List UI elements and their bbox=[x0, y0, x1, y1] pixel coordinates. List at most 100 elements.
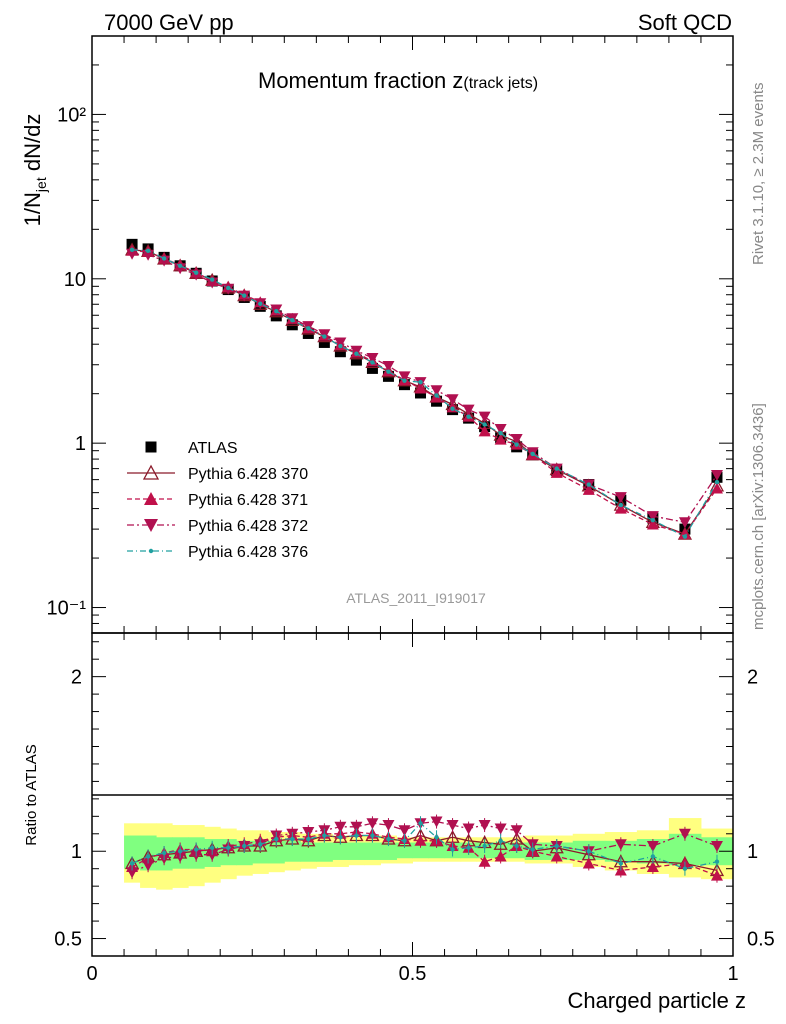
main-y-axis-label: 1/Njet dN/dz bbox=[20, 114, 49, 227]
data-marker bbox=[714, 859, 720, 864]
analysis-id-label: ATLAS_2011_I919017 bbox=[346, 590, 486, 606]
main-series-group bbox=[124, 238, 725, 540]
ratio-series-3 bbox=[129, 816, 720, 876]
uncertainty-band-green bbox=[380, 842, 397, 860]
data-marker bbox=[514, 442, 519, 447]
legend: ATLAS Pythia 6.428 370 Pythia 6.428 371 Pyt… bbox=[127, 440, 308, 561]
data-marker bbox=[382, 820, 395, 832]
data-marker bbox=[650, 517, 656, 523]
main-y-axis-ticks: 10⁻¹ 1 10 10² bbox=[47, 35, 734, 634]
legend-label: Pythia 6.428 370 bbox=[188, 466, 308, 483]
data-marker bbox=[161, 850, 167, 856]
ratio-y-tick-label-right: 2 bbox=[747, 667, 758, 689]
data-marker bbox=[258, 301, 263, 306]
data-marker bbox=[350, 821, 363, 833]
ratio-y-tick-label: 1 bbox=[71, 841, 82, 863]
data-marker bbox=[478, 820, 491, 832]
uncertainty-band-green bbox=[428, 842, 446, 859]
data-marker bbox=[174, 263, 187, 275]
data-marker bbox=[366, 818, 379, 830]
data-marker bbox=[646, 841, 659, 853]
data-marker bbox=[466, 845, 471, 850]
data-marker bbox=[434, 393, 439, 398]
data-marker bbox=[682, 866, 688, 871]
legend-label: Pythia 6.428 371 bbox=[188, 492, 308, 509]
series-line bbox=[132, 249, 718, 538]
data-marker bbox=[478, 411, 491, 423]
data-marker bbox=[678, 517, 691, 529]
data-marker bbox=[274, 309, 279, 314]
data-marker bbox=[550, 850, 563, 862]
ratio-y-tick-label: 0.5 bbox=[54, 929, 82, 951]
data-marker bbox=[582, 857, 595, 869]
x-tick-label: 0 bbox=[86, 963, 97, 985]
data-marker bbox=[682, 534, 688, 539]
ratio-y-tick-label: 2 bbox=[71, 667, 82, 689]
header-process-label: Soft QCD bbox=[638, 10, 732, 35]
data-marker bbox=[190, 269, 203, 281]
data-marker bbox=[678, 828, 691, 840]
data-marker bbox=[386, 369, 391, 374]
data-marker bbox=[710, 470, 723, 482]
data-marker bbox=[710, 841, 723, 853]
data-marker bbox=[498, 838, 503, 843]
data-marker bbox=[322, 833, 327, 838]
data-marker bbox=[242, 293, 247, 298]
data-marker bbox=[710, 869, 723, 881]
legend-label: Pythia 6.428 376 bbox=[188, 544, 308, 561]
data-marker bbox=[209, 277, 215, 282]
data-marker bbox=[478, 425, 491, 437]
data-marker bbox=[478, 855, 491, 867]
legend-label: Pythia 6.428 372 bbox=[188, 518, 308, 535]
uncertainty-band-green bbox=[284, 840, 301, 862]
data-marker bbox=[226, 845, 231, 850]
ratio-series-group bbox=[124, 814, 725, 883]
data-marker bbox=[430, 385, 443, 397]
data-marker bbox=[258, 842, 263, 847]
data-marker bbox=[177, 849, 183, 854]
main-y-axis-label-main: 1/N bbox=[20, 192, 45, 226]
legend-entry: ATLAS bbox=[145, 440, 238, 457]
data-marker bbox=[129, 861, 135, 866]
legend-entry: Pythia 6.428 371 bbox=[127, 492, 308, 509]
data-marker bbox=[714, 479, 720, 485]
data-marker bbox=[306, 836, 311, 842]
data-marker bbox=[334, 337, 347, 349]
data-marker bbox=[318, 336, 330, 348]
ratio-y-tick-label-right: 1 bbox=[747, 841, 758, 863]
data-marker bbox=[370, 360, 375, 365]
main-y-tick-label: 10 bbox=[64, 269, 86, 291]
main-chart-title: Momentum fraction z(track jets) bbox=[258, 68, 538, 93]
data-marker bbox=[193, 847, 199, 852]
uncertainty-band-green bbox=[412, 842, 430, 859]
ratio-panel: 0.5 0.51 12 20 0.5 1 Ratio to ATLAS Charged p… bbox=[23, 632, 775, 1013]
data-marker bbox=[462, 404, 475, 416]
data-marker bbox=[158, 255, 171, 267]
series-line bbox=[132, 253, 718, 524]
data-marker bbox=[450, 406, 455, 411]
data-marker bbox=[493, 836, 508, 850]
data-marker bbox=[366, 362, 378, 374]
data-marker bbox=[646, 860, 659, 872]
data-marker bbox=[586, 849, 591, 854]
data-marker bbox=[498, 430, 503, 436]
x-tick-label: 1 bbox=[727, 963, 738, 985]
data-marker bbox=[206, 277, 219, 289]
main-chart-title-text: Momentum fraction z bbox=[258, 68, 463, 93]
uncertainty-band-green bbox=[396, 842, 413, 859]
data-marker bbox=[338, 343, 343, 349]
data-marker bbox=[650, 854, 656, 859]
data-marker bbox=[145, 854, 151, 859]
data-marker bbox=[618, 502, 624, 508]
data-marker bbox=[494, 433, 507, 445]
mcplots-reference-label: mcplots.cern.ch [arXiv:1306.3436] bbox=[750, 403, 767, 630]
data-marker bbox=[402, 838, 407, 843]
data-marker bbox=[144, 492, 158, 505]
data-marker bbox=[366, 352, 379, 364]
data-marker bbox=[530, 847, 535, 852]
legend-entry: Pythia 6.428 376 bbox=[127, 544, 308, 561]
data-marker bbox=[614, 492, 627, 504]
data-marker bbox=[126, 867, 139, 879]
legend-entry: Pythia 6.428 372 bbox=[127, 518, 308, 535]
header-collision-label: 7000 GeV pp bbox=[104, 10, 234, 35]
